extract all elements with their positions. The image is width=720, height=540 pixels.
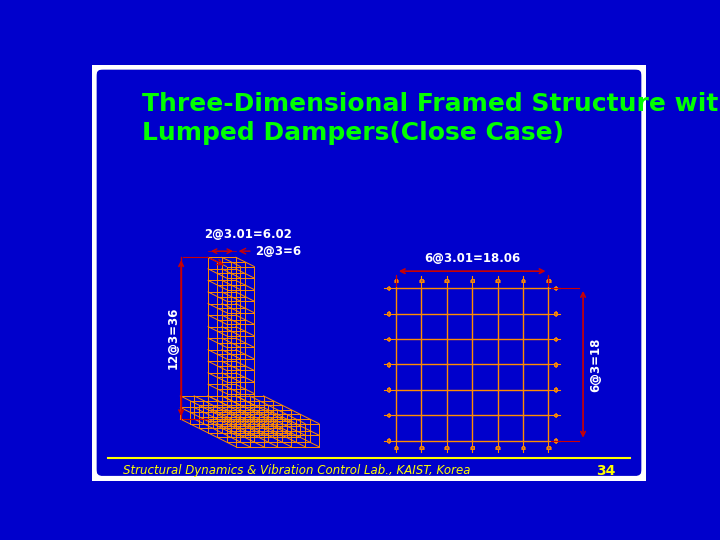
Text: 34: 34 [596, 463, 616, 477]
Bar [446, 447, 448, 449]
Bar [387, 287, 390, 289]
Text: 6@3=18: 6@3=18 [589, 337, 602, 392]
Bar [496, 447, 499, 449]
Bar [522, 279, 524, 282]
Bar [547, 279, 550, 282]
Bar [554, 439, 557, 442]
Bar [387, 439, 390, 442]
Bar [522, 447, 524, 449]
Bar [420, 447, 423, 449]
Text: Structural Dynamics & Vibration Control Lab., KAIST, Korea: Structural Dynamics & Vibration Control … [122, 464, 470, 477]
Text: 6@3.01=18.06: 6@3.01=18.06 [424, 252, 521, 265]
Bar [395, 279, 397, 282]
Text: 2@3=6: 2@3=6 [255, 245, 301, 258]
Bar [387, 312, 390, 315]
Bar [554, 338, 557, 340]
Bar [554, 388, 557, 391]
Bar [420, 279, 423, 282]
Bar [496, 279, 499, 282]
Bar [395, 447, 397, 449]
Text: Three-Dimensional Framed Structure with
Lumped Dampers(Close Case): Three-Dimensional Framed Structure with … [142, 92, 720, 145]
Text: 12@3=36: 12@3=36 [167, 307, 180, 369]
Bar [547, 447, 550, 449]
Bar [446, 279, 448, 282]
Bar [387, 363, 390, 366]
Text: 2@3.01=6.02: 2@3.01=6.02 [204, 228, 292, 241]
Bar [554, 312, 557, 315]
Bar [554, 414, 557, 416]
Bar [387, 414, 390, 416]
Bar [387, 388, 390, 391]
Bar [471, 279, 474, 282]
Bar [554, 363, 557, 366]
Bar [554, 287, 557, 289]
Bar [387, 338, 390, 340]
Bar [471, 447, 474, 449]
